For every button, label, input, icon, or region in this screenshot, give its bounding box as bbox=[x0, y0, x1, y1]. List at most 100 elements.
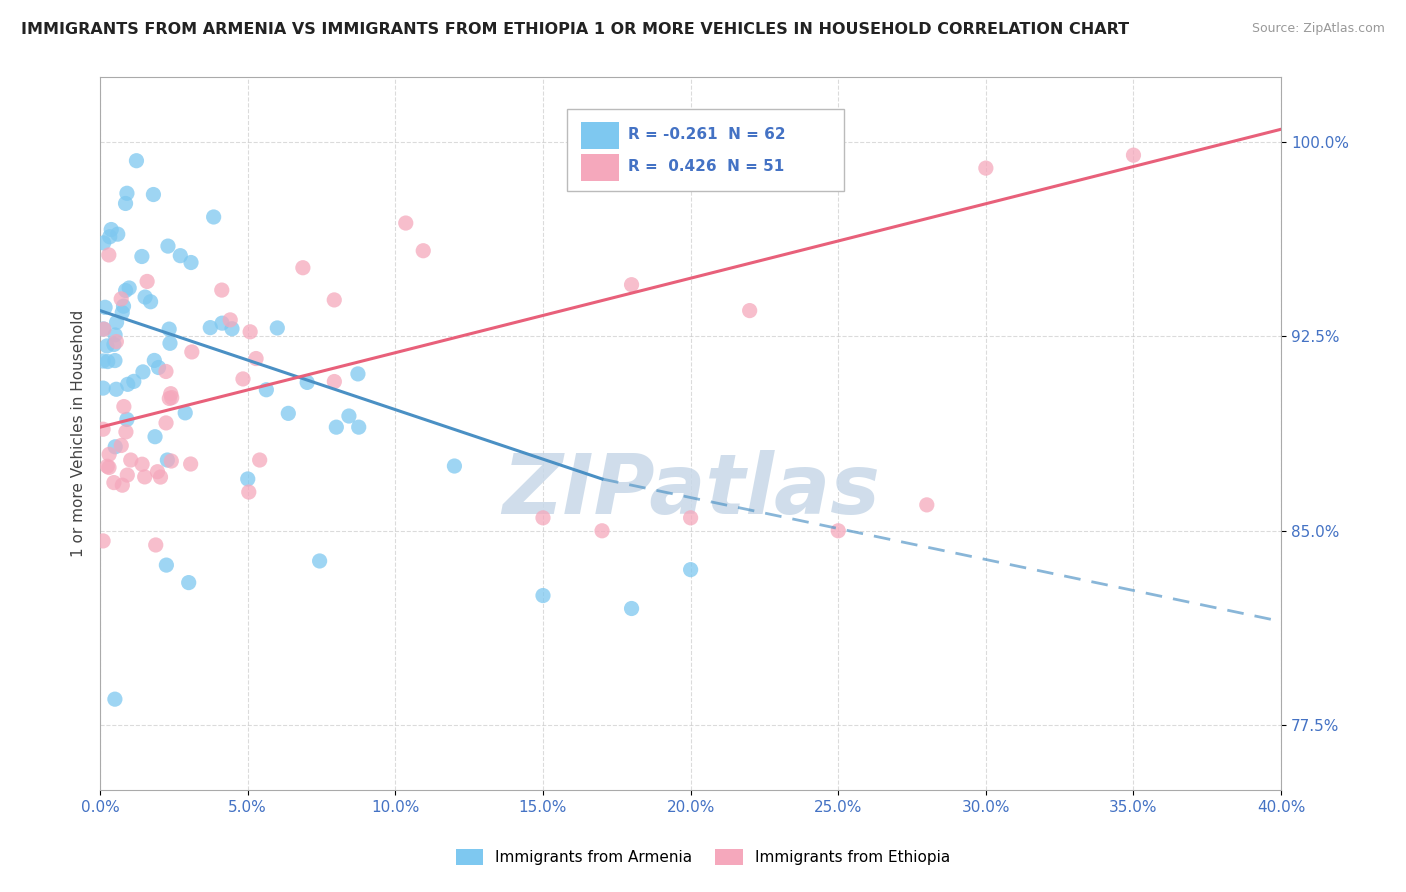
Point bbox=[239, 325, 262, 339]
Point bbox=[308, 554, 330, 568]
Point bbox=[180, 457, 202, 471]
Point bbox=[111, 305, 134, 319]
Point bbox=[142, 187, 165, 202]
Point bbox=[136, 275, 159, 289]
Point bbox=[97, 354, 120, 368]
Point bbox=[974, 161, 997, 175]
Point bbox=[115, 186, 138, 201]
Point bbox=[131, 250, 153, 264]
Point bbox=[104, 692, 127, 706]
Point bbox=[232, 372, 254, 386]
Point bbox=[105, 382, 128, 396]
Point bbox=[679, 563, 702, 577]
Text: R = -0.261  N = 62: R = -0.261 N = 62 bbox=[628, 127, 786, 142]
Point bbox=[143, 353, 166, 368]
Point bbox=[323, 293, 346, 307]
Point bbox=[177, 575, 200, 590]
Point bbox=[104, 327, 127, 342]
Point bbox=[155, 364, 177, 378]
Point bbox=[139, 294, 162, 309]
Point bbox=[531, 589, 554, 603]
Point bbox=[291, 260, 314, 275]
Point bbox=[104, 353, 127, 368]
Point bbox=[337, 409, 360, 423]
Point bbox=[105, 334, 128, 349]
Point bbox=[412, 244, 434, 258]
Point bbox=[323, 375, 346, 389]
Point bbox=[91, 533, 114, 548]
Point bbox=[110, 438, 132, 452]
Point bbox=[155, 416, 177, 430]
Point bbox=[679, 511, 702, 525]
Y-axis label: 1 or more Vehicles in Household: 1 or more Vehicles in Household bbox=[72, 310, 86, 558]
Point bbox=[120, 453, 142, 467]
Point bbox=[156, 239, 179, 253]
Point bbox=[146, 465, 169, 479]
Point bbox=[98, 460, 121, 475]
Point bbox=[96, 459, 118, 474]
Point bbox=[93, 322, 115, 336]
Point bbox=[180, 345, 202, 359]
Point bbox=[174, 406, 197, 420]
Point bbox=[254, 383, 277, 397]
Point bbox=[395, 216, 418, 230]
Point bbox=[236, 472, 259, 486]
Point bbox=[117, 468, 139, 483]
Point bbox=[160, 454, 183, 468]
Text: IMMIGRANTS FROM ARMENIA VS IMMIGRANTS FROM ETHIOPIA 1 OR MORE VEHICLES IN HOUSEH: IMMIGRANTS FROM ARMENIA VS IMMIGRANTS FR… bbox=[21, 22, 1129, 37]
Point bbox=[157, 322, 180, 336]
Point bbox=[110, 292, 132, 306]
Point bbox=[100, 222, 122, 236]
Point bbox=[91, 381, 114, 395]
Point bbox=[591, 524, 613, 538]
Point bbox=[200, 320, 222, 334]
Point bbox=[111, 478, 134, 492]
Point bbox=[132, 365, 155, 379]
Point bbox=[105, 315, 128, 329]
Point bbox=[94, 300, 117, 314]
Point bbox=[98, 229, 121, 244]
Point bbox=[202, 210, 225, 224]
Point bbox=[117, 377, 139, 392]
Point bbox=[325, 420, 347, 434]
Point bbox=[91, 354, 114, 368]
Point bbox=[1122, 148, 1144, 162]
Point bbox=[249, 453, 271, 467]
Point bbox=[266, 321, 288, 335]
Text: Source: ZipAtlas.com: Source: ZipAtlas.com bbox=[1251, 22, 1385, 36]
Point bbox=[827, 524, 849, 538]
Point bbox=[96, 339, 118, 353]
Bar bbox=[581, 121, 619, 149]
Point bbox=[134, 290, 156, 304]
Point bbox=[915, 498, 938, 512]
Point bbox=[159, 336, 181, 351]
Point bbox=[531, 511, 554, 525]
Point bbox=[114, 196, 136, 211]
Point bbox=[145, 538, 167, 552]
Point bbox=[219, 313, 242, 327]
Point bbox=[118, 281, 141, 295]
Point bbox=[159, 386, 181, 401]
Point bbox=[238, 485, 260, 500]
Point bbox=[620, 601, 643, 615]
Point bbox=[122, 375, 145, 389]
Point bbox=[155, 558, 177, 573]
Point bbox=[115, 425, 138, 439]
Point bbox=[156, 453, 179, 467]
Point bbox=[125, 153, 148, 168]
Point bbox=[115, 412, 138, 426]
Point bbox=[103, 337, 125, 351]
Point bbox=[211, 316, 233, 330]
Point bbox=[112, 299, 135, 313]
Point bbox=[443, 458, 465, 473]
Text: R =  0.426  N = 51: R = 0.426 N = 51 bbox=[628, 159, 785, 174]
Point bbox=[112, 400, 135, 414]
Point bbox=[277, 406, 299, 420]
Point bbox=[347, 367, 370, 381]
Point bbox=[134, 470, 156, 484]
Point bbox=[93, 235, 115, 250]
Point bbox=[143, 430, 166, 444]
Point bbox=[169, 249, 191, 263]
Point bbox=[157, 392, 180, 406]
Point bbox=[738, 303, 761, 318]
